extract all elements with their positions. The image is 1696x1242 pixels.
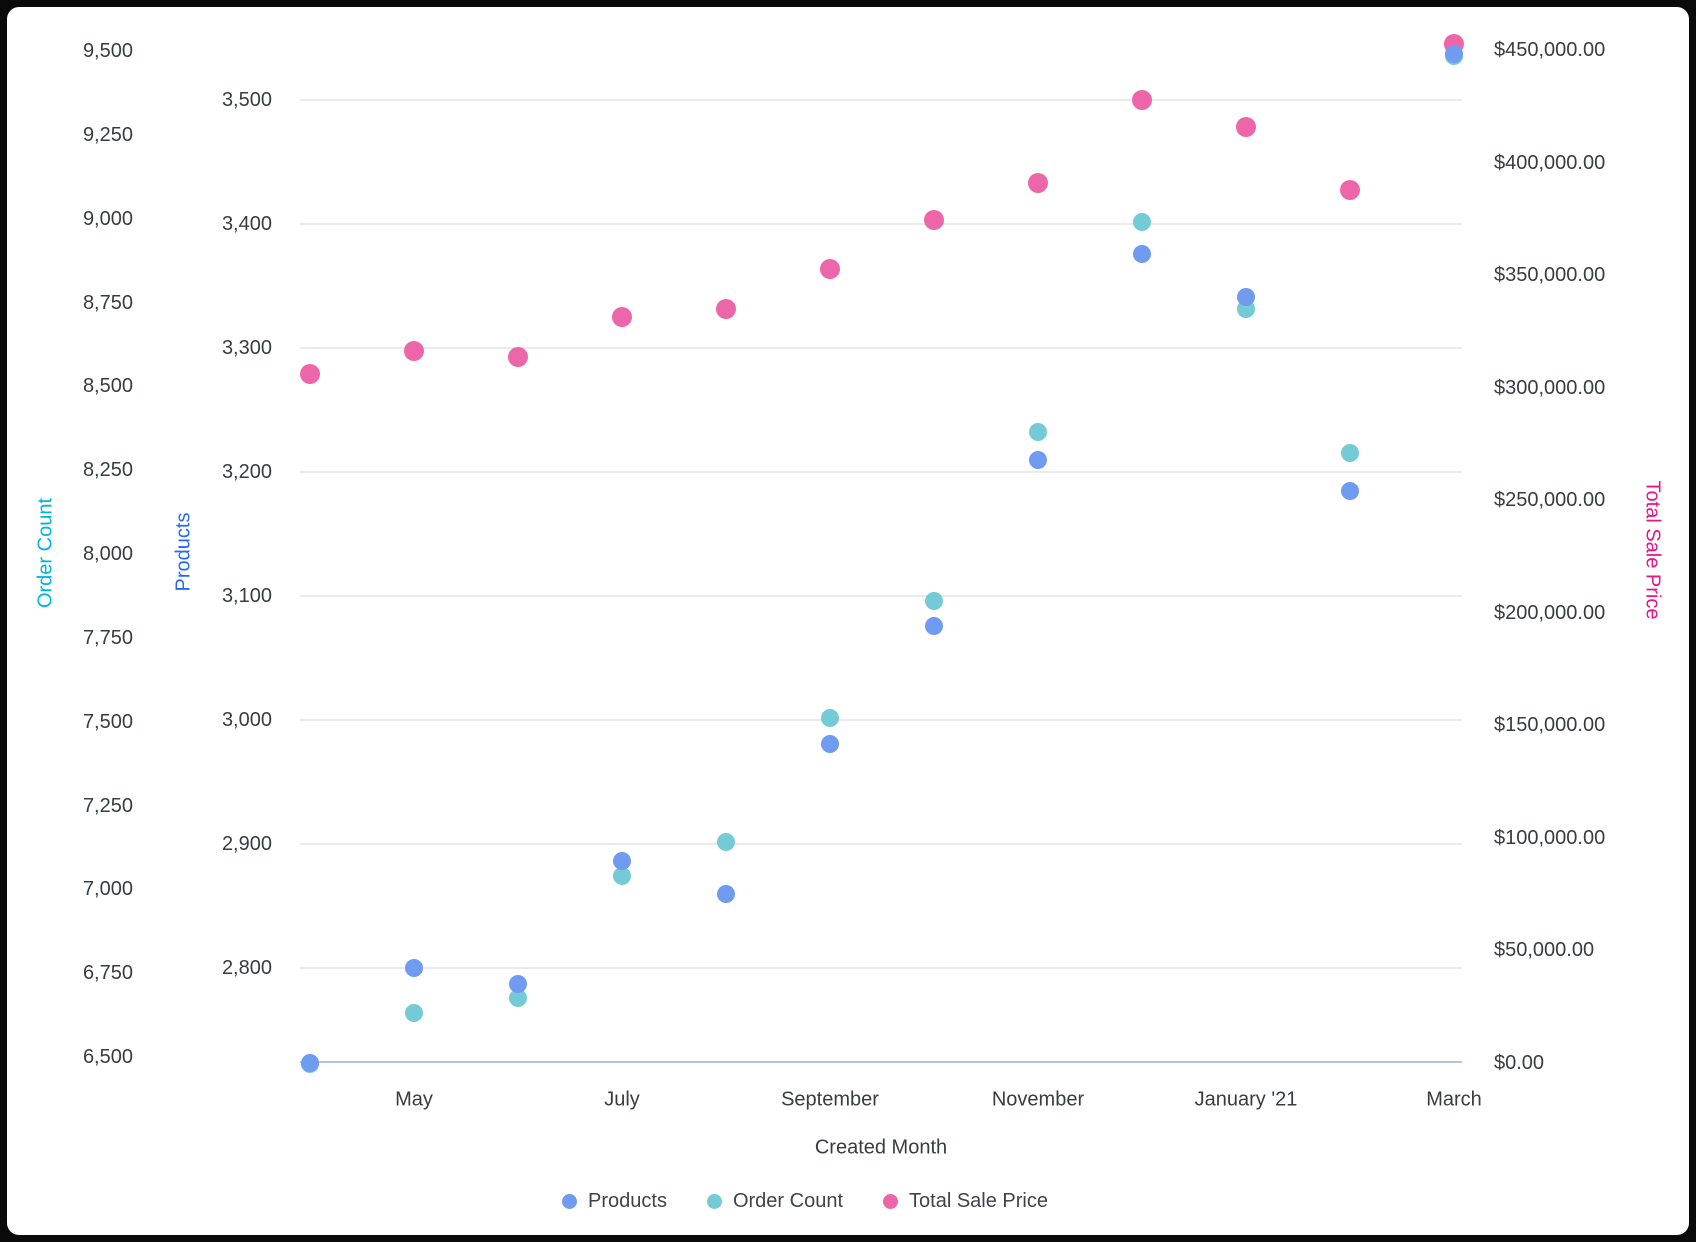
- total-sale-price-axis-title: Total Sale Price: [1641, 480, 1664, 620]
- products-point[interactable]: [1237, 288, 1255, 307]
- price-tick-label: $450,000.00: [1494, 39, 1606, 61]
- products-point[interactable]: [1133, 244, 1151, 263]
- legend-label: Total Sale Price: [909, 1190, 1048, 1212]
- order-count-point[interactable]: [925, 591, 943, 610]
- total-sale-price-legend-dot-icon: [883, 1194, 899, 1209]
- x-tick-label: May: [395, 1088, 433, 1111]
- legend-item-total-sale-price[interactable]: Total Sale Price: [883, 1190, 1048, 1213]
- total-sale-price-point[interactable]: [1236, 116, 1256, 137]
- total-sale-price-point[interactable]: [1340, 179, 1360, 200]
- order-count-point[interactable]: [405, 1004, 423, 1023]
- order-count-tick-label: 7,000: [82, 878, 133, 901]
- legend-item-products[interactable]: Products: [562, 1190, 667, 1213]
- x-tick-label: November: [991, 1088, 1085, 1111]
- price-tick-label: $0.00: [1494, 1052, 1545, 1074]
- price-tick-label: $400,000.00: [1494, 151, 1606, 174]
- products-point[interactable]: [405, 959, 423, 977]
- products-axis-title: Products: [172, 512, 195, 592]
- chart-legend: Products Order Count Total Sale Price: [7, 1190, 1610, 1213]
- total-sale-price-point[interactable]: [300, 364, 320, 385]
- gridline: [300, 223, 1462, 225]
- products-legend-dot-icon: [562, 1194, 578, 1209]
- products-tick-label: 3,000: [221, 709, 272, 731]
- total-sale-price-point[interactable]: [820, 258, 840, 279]
- price-tick-label: $350,000.00: [1494, 264, 1606, 287]
- x-tick-label: September: [781, 1088, 879, 1111]
- order-count-tick-label: 7,250: [82, 794, 133, 817]
- price-tick-label: $300,000.00: [1494, 376, 1606, 399]
- products-point[interactable]: [821, 734, 839, 753]
- products-point[interactable]: [1341, 481, 1359, 500]
- gridline: [300, 719, 1462, 721]
- order-count-tick-label: 7,750: [82, 626, 133, 649]
- price-tick-label: $200,000.00: [1494, 601, 1606, 624]
- order-count-tick-label: 8,500: [82, 375, 133, 398]
- products-tick-label: 2,800: [221, 957, 272, 979]
- products-tick-label: 3,200: [221, 461, 272, 483]
- order-count-tick-label: 9,500: [82, 40, 133, 62]
- order-count-tick-label: 8,000: [82, 543, 133, 565]
- price-tick-label: $150,000.00: [1494, 714, 1606, 737]
- order-count-tick-label: 8,250: [82, 459, 133, 482]
- total-sale-price-point[interactable]: [404, 340, 424, 361]
- total-sale-price-point[interactable]: [1028, 172, 1048, 193]
- legend-label: Order Count: [732, 1190, 844, 1212]
- price-tick-label: $100,000.00: [1494, 826, 1606, 849]
- x-axis-title: Created Month: [814, 1136, 948, 1159]
- total-sale-price-point[interactable]: [612, 306, 632, 327]
- order-count-tick-label: 7,500: [82, 710, 133, 733]
- legend-label: Products: [588, 1190, 667, 1212]
- scatter-plot-area: 9,500 9,250 9,000 8,750 8,500 8,250 8,000 7,750…: [7, 7, 1689, 1235]
- order-count-axis-title: Order Count: [34, 497, 57, 609]
- products-point[interactable]: [613, 852, 631, 871]
- order-count-point[interactable]: [717, 833, 735, 852]
- order-count-tick-label: 9,250: [82, 123, 133, 146]
- price-tick-label: $50,000.00: [1494, 939, 1595, 962]
- total-sale-price-point[interactable]: [924, 209, 944, 230]
- products-tick-label: 3,300: [221, 337, 272, 359]
- products-point[interactable]: [1445, 45, 1463, 64]
- order-count-point[interactable]: [821, 709, 839, 728]
- order-count-point[interactable]: [1133, 213, 1151, 232]
- order-count-point[interactable]: [1029, 422, 1047, 441]
- order-count-tick-label: 8,750: [82, 291, 133, 314]
- order-count-tick-label: 6,500: [82, 1046, 133, 1068]
- products-point[interactable]: [717, 884, 735, 903]
- products-point[interactable]: [509, 975, 527, 994]
- x-tick-label: January '21: [1194, 1088, 1298, 1111]
- order-count-legend-dot-icon: [706, 1194, 722, 1209]
- products-point[interactable]: [301, 1054, 319, 1073]
- gridline: [300, 347, 1462, 349]
- products-tick-label: 3,500: [221, 89, 272, 111]
- products-point[interactable]: [1029, 450, 1047, 469]
- total-sale-price-point[interactable]: [1132, 89, 1152, 110]
- total-sale-price-point[interactable]: [716, 298, 736, 319]
- order-count-tick-label: 9,000: [82, 207, 133, 230]
- legend-item-order-count[interactable]: Order Count: [706, 1190, 844, 1213]
- x-tick-label: March: [1426, 1088, 1482, 1111]
- gridline: [300, 967, 1462, 969]
- total-sale-price-point[interactable]: [508, 346, 528, 367]
- x-tick-label: July: [604, 1088, 640, 1111]
- order-count-tick-label: 6,750: [82, 962, 133, 985]
- products-tick-label: 2,900: [221, 833, 272, 855]
- chart-canvas: 9,500 9,250 9,000 8,750 8,500 8,250 8,000 7,750…: [7, 7, 1689, 1235]
- gridline: [300, 595, 1462, 597]
- order-count-point[interactable]: [613, 866, 631, 885]
- order-count-point[interactable]: [1341, 444, 1359, 463]
- gridline: [300, 99, 1462, 101]
- gridline: [300, 471, 1462, 473]
- products-tick-label: 3,400: [221, 213, 272, 235]
- price-tick-label: $250,000.00: [1494, 489, 1606, 512]
- products-tick-label: 3,100: [221, 585, 272, 607]
- x-axis-line: [300, 1061, 1462, 1063]
- products-point[interactable]: [925, 616, 943, 635]
- gridline: [300, 843, 1462, 845]
- order-count-point[interactable]: [509, 989, 527, 1008]
